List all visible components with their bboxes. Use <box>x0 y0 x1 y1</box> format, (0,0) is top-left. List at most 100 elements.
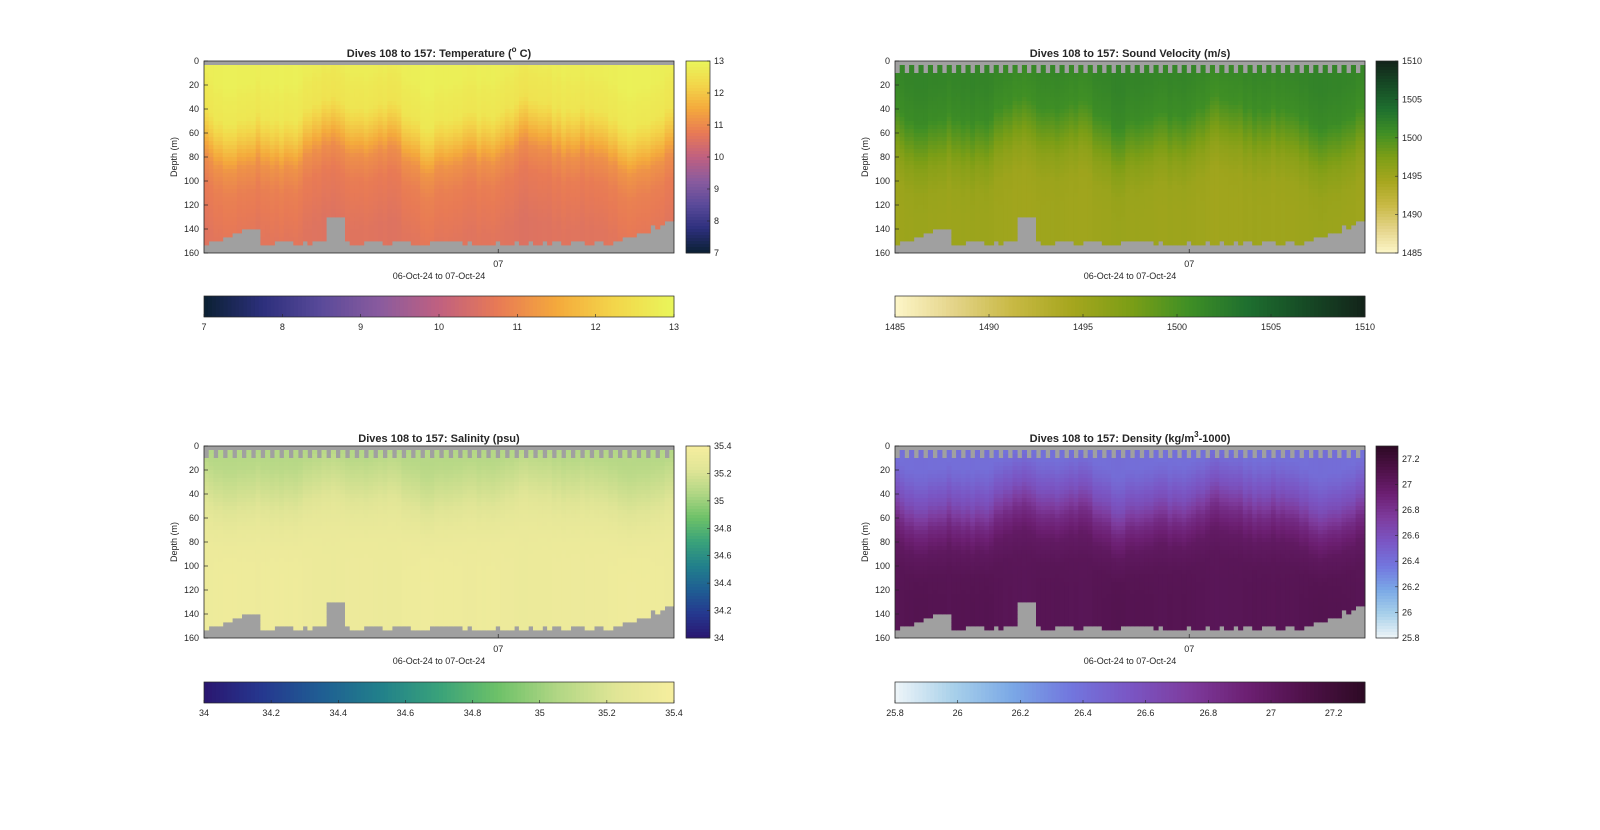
heat-cell <box>584 209 590 214</box>
colorbar-swatch <box>540 296 546 317</box>
heat-cell <box>636 125 642 130</box>
heat-cell <box>551 145 557 150</box>
heat-cell <box>608 189 614 194</box>
heat-cell <box>622 73 628 78</box>
heat-cell <box>594 189 600 194</box>
heat-cell <box>269 129 275 134</box>
heat-cell <box>349 89 355 94</box>
profile-column <box>227 65 233 238</box>
heat-cell <box>345 161 351 166</box>
heat-cell <box>335 101 341 106</box>
heat-cell <box>899 213 905 218</box>
heat-cell <box>424 101 430 106</box>
heat-cell <box>321 77 327 82</box>
panel-0: Dives 108 to 157: Temperature (o C)02040… <box>169 45 724 332</box>
heat-cell <box>222 129 228 134</box>
heat-cell <box>283 165 289 170</box>
heat-cell <box>453 205 459 210</box>
heat-cell <box>246 165 252 170</box>
heat-cell <box>565 161 571 166</box>
heat-cell <box>382 181 388 186</box>
heat-cell <box>462 217 468 222</box>
heat-cell <box>495 205 501 210</box>
heat-cell <box>523 81 529 86</box>
heat-cell <box>895 121 901 126</box>
heat-cell <box>453 81 459 86</box>
heat-cell <box>899 197 905 202</box>
heat-cell <box>565 137 571 142</box>
heat-cell <box>923 105 929 110</box>
heat-cell <box>655 65 661 70</box>
heat-cell <box>401 133 407 138</box>
colorbar-swatch <box>423 296 428 317</box>
colorbar-swatch <box>407 296 412 317</box>
heat-cell <box>439 137 445 142</box>
heat-cell <box>429 153 435 158</box>
heat-cell <box>279 197 285 202</box>
heat-cell <box>298 157 304 162</box>
heat-cell <box>895 77 901 82</box>
heat-cell <box>316 153 322 158</box>
heat-cell <box>326 177 332 182</box>
heat-cell <box>622 97 628 102</box>
heat-cell <box>570 157 576 162</box>
heat-cell <box>434 113 440 118</box>
heat-cell <box>326 141 332 146</box>
heat-cell <box>288 177 294 182</box>
heat-cell <box>368 89 374 94</box>
heat-cell <box>533 93 539 98</box>
heat-cell <box>410 85 416 90</box>
heat-cell <box>669 165 675 170</box>
heat-cell <box>420 113 426 118</box>
heat-cell <box>570 197 576 202</box>
profile-column <box>594 65 600 242</box>
colorbar-swatch <box>435 296 440 317</box>
heat-cell <box>542 185 548 190</box>
heat-cell <box>429 101 435 106</box>
heat-cell <box>307 137 313 142</box>
heat-cell <box>265 129 271 134</box>
heat-cell <box>246 93 252 98</box>
heat-cell <box>622 233 628 238</box>
heat-cell <box>302 105 308 110</box>
heat-cell <box>533 189 539 194</box>
heat-cell <box>349 189 355 194</box>
colorbar-swatch <box>247 296 252 317</box>
heat-cell <box>631 213 637 218</box>
heat-cell <box>208 213 214 218</box>
heat-cell <box>500 229 506 234</box>
heat-cell <box>471 237 477 242</box>
heat-cell <box>420 237 426 242</box>
heat-cell <box>514 89 520 94</box>
heat-cell <box>208 193 214 198</box>
heat-cell <box>457 185 463 190</box>
heat-cell <box>603 129 609 134</box>
heat-cell <box>448 217 454 222</box>
heat-cell <box>603 97 609 102</box>
heat-cell <box>246 113 252 118</box>
heat-cell <box>471 173 477 178</box>
heat-cell <box>481 169 487 174</box>
heat-cell <box>471 165 477 170</box>
heat-cell <box>269 217 275 222</box>
heat-cell <box>396 153 402 158</box>
heat-cell <box>612 185 618 190</box>
heat-cell <box>490 161 496 166</box>
heat-cell <box>368 169 374 174</box>
heat-cell <box>608 165 614 170</box>
heat-cell <box>265 189 271 194</box>
heat-cell <box>448 185 454 190</box>
heat-cell <box>641 77 647 82</box>
colorbar-swatch <box>251 296 256 317</box>
profile-column <box>556 65 562 242</box>
heat-cell <box>260 153 266 158</box>
heat-cell <box>547 153 553 158</box>
heat-cell <box>500 89 506 94</box>
heat-cell <box>909 161 915 166</box>
heat-cell <box>570 233 576 238</box>
heat-cell <box>486 237 492 242</box>
heat-cell <box>631 149 637 154</box>
heat-cell <box>274 157 280 162</box>
heat-cell <box>349 125 355 130</box>
heat-cell <box>899 165 905 170</box>
